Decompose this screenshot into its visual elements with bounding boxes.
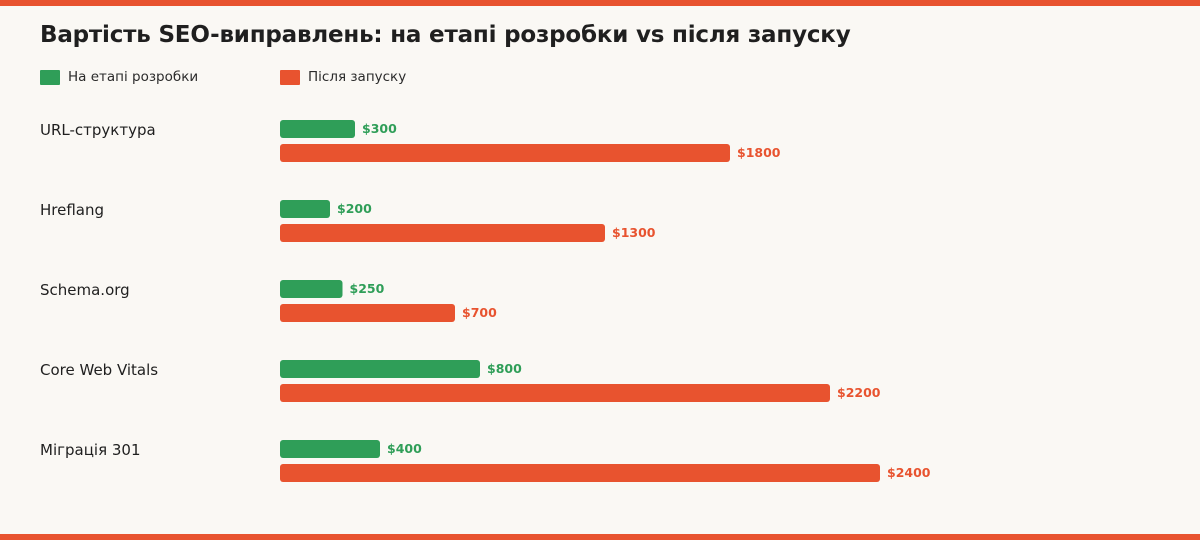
bar-post [280,224,605,242]
legend-swatch-dev [40,69,60,85]
category-label: URL-структура [40,121,156,139]
category-label: Schema.org [40,281,130,299]
value-label-dev: $400 [387,441,422,456]
bar-post [280,144,730,162]
bar-post [280,464,880,482]
category-label: Hreflang [40,201,104,219]
legend-item-post: Після запуску [280,69,406,85]
value-label-post: $1300 [612,225,656,240]
legend-swatch-post [280,69,300,85]
chart-title: Вартість SEO-виправлень: на етапі розроб… [40,22,851,48]
bar-dev [280,440,380,458]
value-label-dev: $800 [487,361,522,376]
value-label-post: $1800 [737,145,781,160]
category-label: Міграція 301 [40,441,141,459]
bar-post [280,384,830,402]
legend-label-post: Після запуску [308,69,407,85]
bar-dev [280,360,480,378]
bar-dev [280,120,355,138]
value-label-post: $2200 [837,385,881,400]
value-label-dev: $300 [362,121,397,136]
category-label: Core Web Vitals [40,361,158,379]
value-label-post: $2400 [887,465,931,480]
bar-dev [280,200,330,218]
value-label-dev: $200 [337,201,372,216]
legend-item-dev: На етапі розробки [40,69,198,85]
top-accent-bar [0,0,1200,6]
value-label-post: $700 [462,305,497,320]
bar-post [280,304,455,322]
bottom-accent-bar [0,534,1200,540]
value-label-dev: $250 [350,281,385,296]
bar-dev [280,280,343,298]
legend-label-dev: На етапі розробки [68,69,199,85]
